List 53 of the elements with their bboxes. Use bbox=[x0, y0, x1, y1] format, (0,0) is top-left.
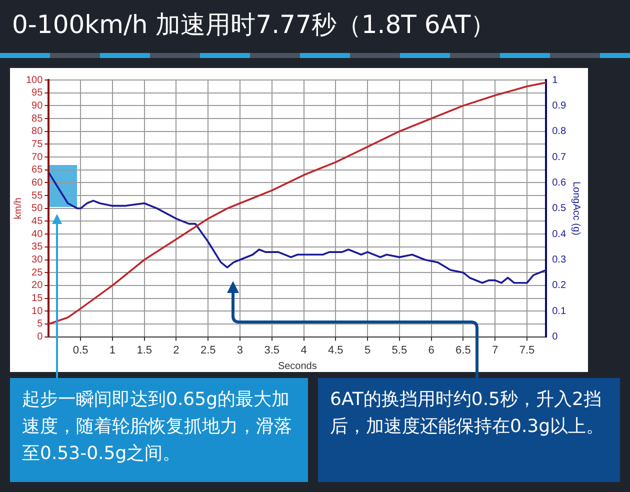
y-tick-label: 65 bbox=[32, 164, 44, 176]
x-tick-label: 6.5 bbox=[456, 344, 471, 356]
x-tick-label: 5.5 bbox=[392, 344, 408, 356]
y-tick-label: 80 bbox=[32, 126, 44, 138]
x-tick-label: 7.5 bbox=[519, 344, 535, 356]
x-tick-label: 3.5 bbox=[264, 344, 280, 356]
x-tick-label: 5 bbox=[364, 344, 371, 356]
y-axis-title: km/h bbox=[12, 198, 24, 220]
x-tick-label: 1.5 bbox=[136, 344, 152, 356]
x-tick-label: 4.5 bbox=[328, 344, 344, 356]
y-tick-label: 50 bbox=[32, 203, 44, 214]
y-tick-label: 70 bbox=[32, 152, 44, 163]
y2-tick-label: 0.8 bbox=[552, 126, 566, 138]
y-tick-label: 85 bbox=[32, 113, 44, 124]
x-tick-label: 1 bbox=[109, 344, 116, 356]
y-tick-label: 5 bbox=[37, 318, 44, 330]
x-tick-label: 2 bbox=[173, 344, 180, 356]
y2-tick-label: 0 bbox=[552, 332, 558, 343]
y-tick-label: 10 bbox=[32, 306, 44, 317]
x-axis-title: Seconds bbox=[278, 360, 317, 372]
x-tick-label: 7 bbox=[492, 344, 498, 356]
y2-tick-label: 0.4 bbox=[552, 228, 566, 240]
y-tick-label: 35 bbox=[32, 242, 44, 253]
y-tick-label: 25 bbox=[32, 267, 44, 278]
y-tick-label: 0 bbox=[37, 332, 44, 343]
y-tick-label: 55 bbox=[32, 190, 44, 202]
x-tick-label: 0.5 bbox=[72, 344, 88, 356]
y2-axis-title: LongAcc (g) bbox=[570, 181, 582, 236]
y2-tick-label: 0.1 bbox=[552, 306, 566, 317]
y-tick-label: 95 bbox=[32, 88, 44, 99]
y-tick-label: 15 bbox=[32, 293, 44, 304]
y2-tick-label: 0.7 bbox=[552, 152, 566, 163]
y-tick-label: 20 bbox=[32, 280, 44, 292]
text: 起步一瞬间即达到0.65g的最大加速度，随着轮胎恢复抓地力，滑落至0.53-0.5g之间。 bbox=[10, 378, 308, 482]
x-tick-label: 3 bbox=[236, 344, 244, 356]
text: 6AT的换挡用时约0.5秒，升入2挡后，加速度还能保持在0.3g以上。 bbox=[318, 378, 620, 482]
y-tick-label: 60 bbox=[32, 177, 44, 188]
chart-title: 0-100km/h 加速用时7.77秒（1.8T 6AT） bbox=[12, 9, 496, 41]
y-tick-label: 45 bbox=[32, 216, 44, 227]
y2-tick-label: 0.2 bbox=[552, 280, 566, 292]
x-tick-label: 4 bbox=[300, 344, 307, 356]
y2-tick-label: 1 bbox=[552, 74, 558, 86]
x-tick-label: 2.5 bbox=[200, 344, 216, 356]
y-tick-label: 90 bbox=[32, 100, 44, 112]
y-tick-label: 40 bbox=[32, 228, 44, 240]
y2-tick-label: 0.3 bbox=[552, 254, 566, 266]
y2-tick-label: 0.5 bbox=[552, 203, 566, 214]
y-tick-label: 100 bbox=[26, 74, 44, 86]
y-tick-label: 75 bbox=[32, 138, 44, 150]
y-tick-label: 30 bbox=[32, 254, 44, 266]
y2-tick-label: 0.6 bbox=[552, 177, 566, 188]
y2-tick-label: 0.9 bbox=[552, 100, 566, 112]
x-tick-label: 6 bbox=[428, 344, 434, 356]
